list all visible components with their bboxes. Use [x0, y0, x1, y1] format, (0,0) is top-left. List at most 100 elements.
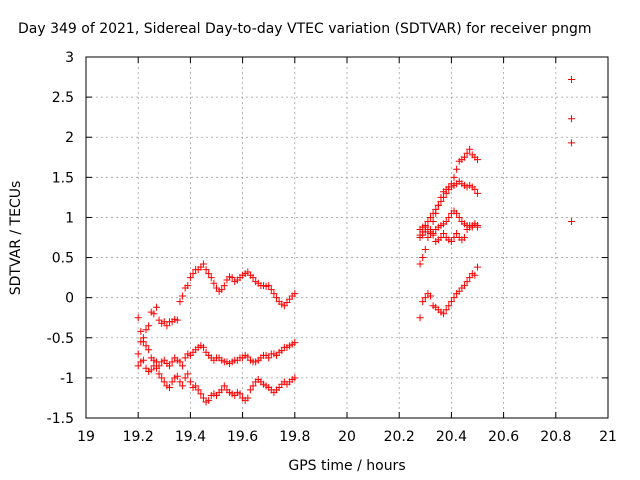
series-group: [134, 356, 299, 406]
data-point: [184, 282, 192, 290]
y-axis-label: SDTVAR / TECUs: [8, 181, 24, 296]
data-point: [460, 282, 468, 290]
data-point: [450, 294, 458, 302]
data-point: [442, 217, 450, 225]
y-tick-label: 0: [65, 291, 74, 307]
data-point: [463, 149, 471, 157]
data-point: [270, 290, 278, 298]
data-point: [150, 310, 158, 318]
data-point: [147, 366, 155, 374]
data-point: [205, 396, 213, 404]
x-tick-label: 20: [338, 429, 356, 445]
data-point: [142, 342, 150, 350]
data-point: [244, 394, 252, 402]
y-tick-label: 3: [65, 50, 74, 66]
data-point: [471, 185, 479, 193]
data-point: [205, 270, 213, 278]
x-tick-label: 20.8: [540, 429, 571, 445]
data-point: [567, 115, 575, 123]
data-point: [179, 362, 187, 370]
data-point: [145, 346, 153, 354]
data-point: [192, 382, 200, 390]
grid: [86, 57, 608, 418]
data-point: [453, 165, 461, 173]
series-group: [416, 207, 481, 237]
data-point: [184, 370, 192, 378]
data-point: [173, 372, 181, 380]
data-point: [416, 260, 424, 268]
data-point: [445, 302, 453, 310]
data-point: [210, 279, 218, 287]
data-point: [447, 238, 455, 246]
data-point: [134, 314, 142, 322]
y-tick-label: 0.5: [52, 251, 74, 267]
data-point: [249, 274, 257, 282]
series-group: [416, 220, 481, 246]
data-point: [176, 298, 184, 306]
data-point: [166, 384, 174, 392]
data-point: [474, 263, 481, 271]
data-point: [440, 310, 448, 318]
data-point: [220, 282, 228, 290]
data-point: [291, 290, 299, 298]
data-point: [460, 234, 468, 241]
y-tick-label: 2: [65, 130, 74, 146]
axis-ticks: 19 19.2 19.4 19.6 19.8 20 20.2 20.4 20.6 20.8 21-1…: [47, 50, 617, 445]
data-point: [168, 378, 176, 386]
y-tick-label: -1: [60, 371, 74, 387]
data-point: [424, 234, 432, 241]
data-point: [471, 271, 479, 279]
data-point: [218, 286, 226, 294]
data-point: [199, 394, 207, 402]
data-point: [220, 382, 228, 390]
y-tick-label: -1.5: [47, 411, 74, 427]
x-tick-label: 19.2: [123, 429, 154, 445]
data-point: [291, 374, 299, 382]
data-point: [419, 254, 427, 262]
data-point: [432, 205, 440, 213]
data-point: [474, 221, 481, 229]
data-point: [265, 354, 273, 362]
data-point: [249, 382, 257, 390]
data-point: [429, 231, 437, 239]
data-point: [186, 378, 194, 386]
data-point: [168, 358, 176, 366]
x-tick-label: 19.6: [227, 429, 258, 445]
y-tick-label: 1.5: [52, 170, 74, 186]
data-point: [466, 274, 474, 282]
data-point: [291, 339, 299, 347]
data-point: [424, 217, 432, 225]
data-point: [163, 322, 171, 330]
data-point: [463, 225, 471, 233]
chart-title: Day 349 of 2021, Sidereal Day-to-day VTE…: [18, 21, 592, 37]
data-point: [134, 362, 142, 370]
data-point: [179, 292, 187, 300]
data-point: [202, 266, 210, 274]
data-point: [427, 292, 435, 300]
data-point: [134, 350, 142, 358]
data-point: [199, 260, 207, 268]
data-point: [160, 378, 168, 386]
data-point: [173, 316, 181, 324]
data-point: [246, 386, 254, 394]
x-tick-label: 20.4: [436, 429, 467, 445]
data-point: [455, 213, 463, 221]
x-tick-label: 19.4: [175, 429, 206, 445]
data-point: [139, 338, 147, 346]
data-point: [421, 221, 429, 229]
x-tick-label: 19: [77, 429, 95, 445]
data-point: [440, 229, 448, 237]
data-point: [152, 364, 160, 372]
x-tick-label: 21: [599, 429, 617, 445]
data-point: [207, 274, 215, 282]
data-point: [197, 390, 205, 398]
data-point: [228, 274, 236, 282]
x-tick-label: 20.2: [384, 429, 415, 445]
data-point: [181, 374, 189, 382]
data-point: [427, 213, 435, 221]
data-point: [142, 326, 150, 334]
data-point: [567, 139, 575, 147]
y-tick-label: 2.5: [52, 90, 74, 106]
data-point: [273, 294, 281, 302]
data-point: [179, 382, 187, 390]
